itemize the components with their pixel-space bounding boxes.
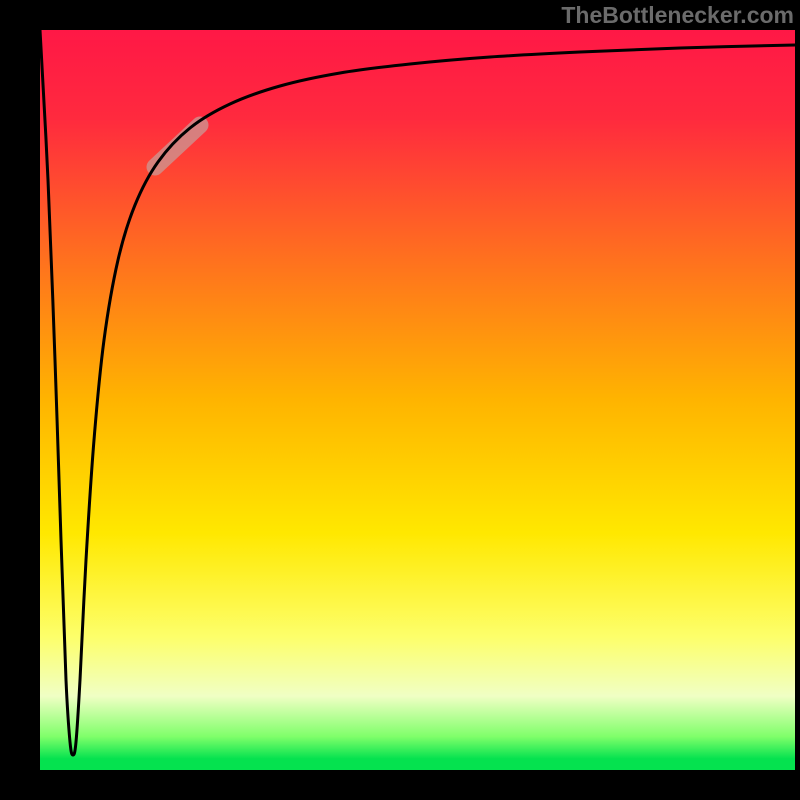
plot-background-gradient [40, 30, 795, 770]
bottleneck-chart [0, 0, 800, 800]
chart-container: { "watermark": { "text": "TheBottlenecke… [0, 0, 800, 800]
watermark-text: TheBottlenecker.com [561, 2, 794, 29]
